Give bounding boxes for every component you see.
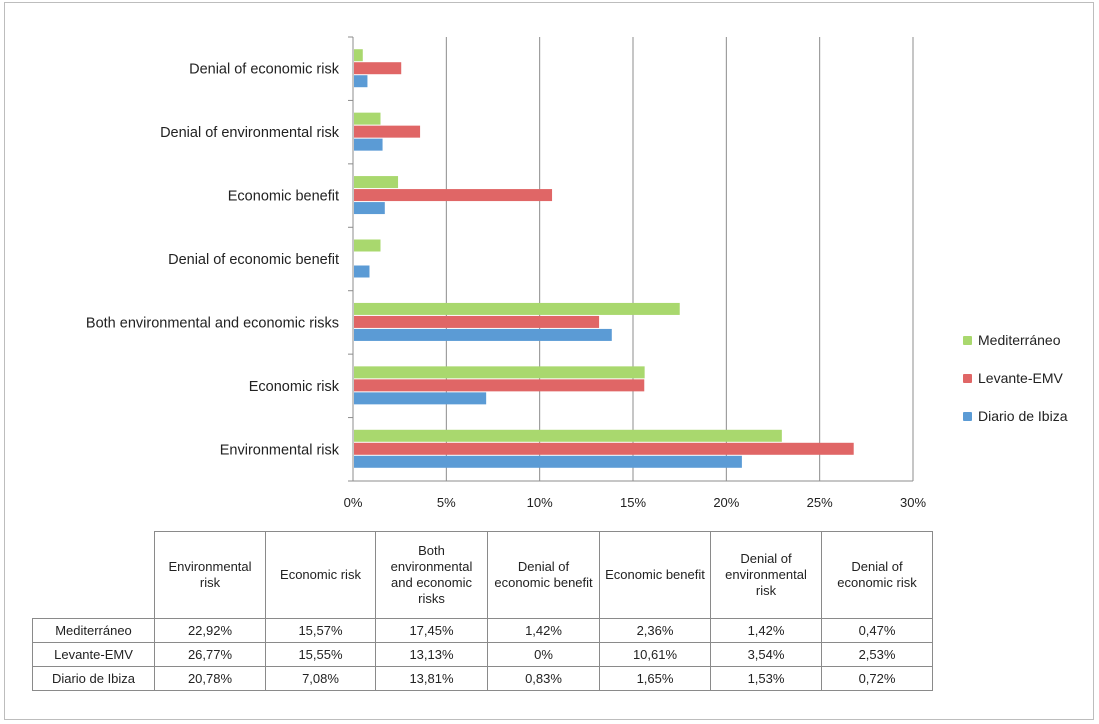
table-cell: 22,92% [154,618,266,643]
table-cell: 0,47% [821,618,933,643]
category-label: Economic risk [249,379,340,395]
category-label: Both environmental and economic risks [86,315,339,331]
column-header: Denial of environmental risk [710,531,822,619]
category-label: Denial of economic benefit [168,252,339,268]
column-header: Both environmental and economic risks [375,531,488,619]
table-cell: 7,08% [265,666,376,691]
table-cell: 0% [487,642,600,667]
bar [354,138,383,151]
bar [354,189,553,202]
row-label: Levante-EMV [32,642,155,667]
row-label: Diario de Ibiza [32,666,155,691]
table-header-row: Environmental risk Economic risk Both en… [32,531,933,619]
table-cell: 1,53% [710,666,822,691]
bar [354,328,612,341]
legend-item: Diario de Ibiza [963,397,1068,435]
column-header: Denial of economic benefit [487,531,600,619]
category-label: Denial of economic risk [189,62,340,78]
bar [354,75,368,88]
x-tick-label: 25% [807,495,833,510]
legend: Mediterráneo Levante-EMV Diario de Ibiza [963,321,1068,435]
bar [354,265,370,278]
chart-frame: 0% 5% 10% 15% 20% 25% 30% Environmental risk Eco… [4,2,1094,720]
bar-chart: 0% 5% 10% 15% 20% 25% 30% Environmental risk Eco… [86,36,926,510]
table-cell: 0,83% [487,666,600,691]
bar [354,455,742,468]
legend-label: Mediterráneo [978,332,1061,348]
table-row: Levante-EMV 26,77% 15,55% 13,13% 0% 10,6… [32,642,933,667]
category-label: Economic benefit [228,189,339,205]
table-cell: 26,77% [154,642,266,667]
table-cell: 17,45% [375,618,488,643]
table-cell: 0,72% [821,666,933,691]
x-tick-label: 0% [344,495,363,510]
bar [354,429,782,442]
bar [354,62,402,75]
table-cell: 15,55% [265,642,376,667]
legend-swatch [963,373,972,383]
legend-label: Levante-EMV [978,370,1063,386]
table-cell: 2,53% [821,642,933,667]
column-header: Economic risk [265,531,376,619]
legend-swatch [963,335,972,345]
bar [354,125,421,138]
bar [354,239,381,252]
legend-swatch [963,411,972,421]
bar [354,392,487,405]
table-cell: 1,42% [487,618,600,643]
column-header: Denial of economic risk [821,531,933,619]
table-cell: 10,61% [599,642,711,667]
bar [354,49,363,62]
legend-item: Mediterráneo [963,321,1068,359]
bar [354,202,385,215]
bar [354,176,399,189]
bar [354,315,600,328]
column-header: Environmental risk [154,531,266,619]
table-cell: 20,78% [154,666,266,691]
table-cell: 1,65% [599,666,711,691]
bar [354,379,645,392]
bar [354,366,645,379]
x-tick-label: 5% [437,495,456,510]
bar [354,112,381,125]
table-cell: 2,36% [599,618,711,643]
table-cell: 3,54% [710,642,822,667]
row-label: Mediterráneo [32,618,155,643]
legend-label: Diario de Ibiza [978,408,1068,424]
x-tick-label: 20% [713,495,739,510]
table-row: Diario de Ibiza 20,78% 7,08% 13,81% 0,83… [32,666,933,691]
bar [354,302,680,315]
table-row: Mediterráneo 22,92% 15,57% 17,45% 1,42% … [32,618,933,643]
table-cell: 1,42% [710,618,822,643]
x-tick-label: 30% [900,495,926,510]
data-table: Environmental risk Economic risk Both en… [32,531,933,691]
table-cell: 15,57% [265,618,376,643]
table-corner [32,531,155,619]
x-tick-label: 15% [620,495,646,510]
column-header: Economic benefit [599,531,711,619]
category-label: Environmental risk [220,442,340,458]
table-cell: 13,81% [375,666,488,691]
table-cell: 13,13% [375,642,488,667]
bar [354,442,854,455]
category-label: Denial of environmental risk [160,125,340,141]
x-tick-label: 10% [527,495,553,510]
legend-item: Levante-EMV [963,359,1068,397]
